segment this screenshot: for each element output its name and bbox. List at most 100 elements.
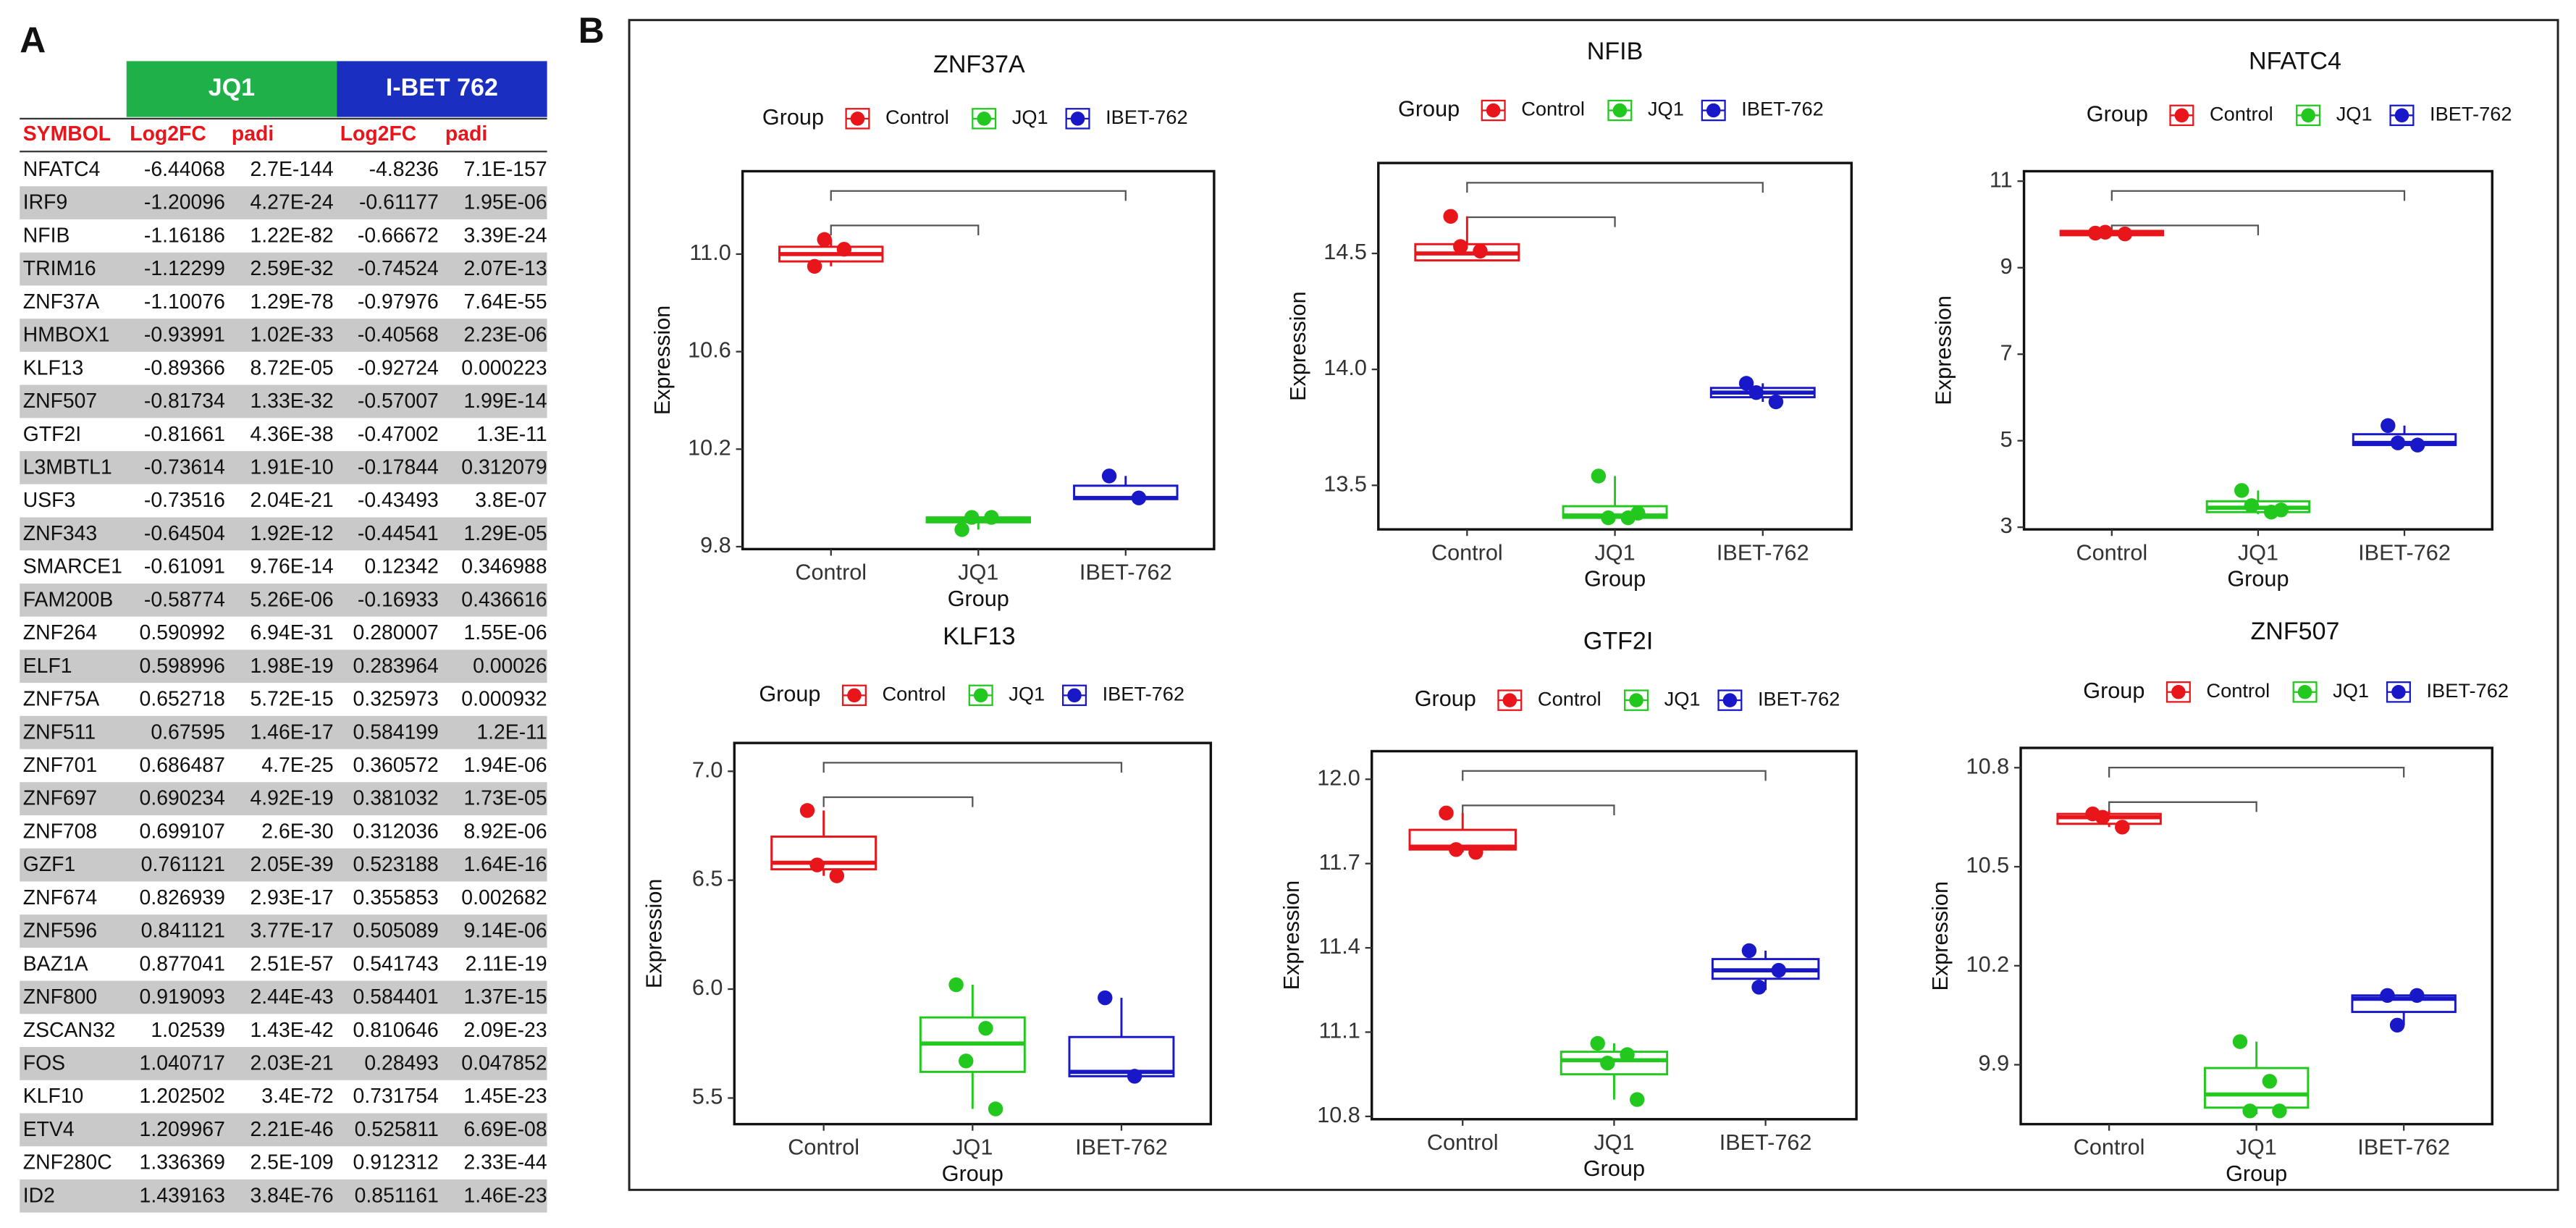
- y-tick-label: 6.0: [692, 975, 723, 1000]
- chart-title: KLF13: [943, 623, 1015, 650]
- bracket: [2110, 190, 2406, 201]
- point: [2389, 1017, 2405, 1033]
- y-tick-label: 11.1: [1318, 1019, 1360, 1043]
- y-tick-label: 10.2: [688, 435, 731, 460]
- y-tick-label: 10.8: [1966, 754, 2010, 778]
- y-tick-label: 11: [1990, 167, 2013, 192]
- legend-key: [1070, 112, 1085, 126]
- legend-label: IBET-762: [2430, 103, 2512, 125]
- legend-key: [977, 112, 991, 126]
- point: [2273, 502, 2289, 518]
- cell: 3.4E-72: [261, 1085, 333, 1108]
- y-tick-label: 10.2: [1966, 952, 2010, 977]
- cell: 1.95E-06: [464, 191, 547, 214]
- y-tick-label: 13.5: [1323, 471, 1367, 496]
- cell: ZNF511: [23, 720, 96, 744]
- y-tick-label: 11.7: [1318, 850, 1360, 875]
- cell: 0.598996: [140, 655, 225, 678]
- cell: 6.94E-31: [251, 621, 334, 644]
- legend-label: IBET-762: [1741, 98, 1823, 120]
- x-tick-label: JQ1: [1594, 1130, 1634, 1155]
- legend-label: JQ1: [1012, 106, 1048, 128]
- cell: ZNF596: [23, 920, 97, 943]
- point: [2409, 988, 2425, 1004]
- column-header: Log2FC: [130, 122, 206, 146]
- x-axis-label: Group: [942, 1161, 1003, 1186]
- y-axis-label: Expression: [1279, 880, 1304, 991]
- cell: IRF9: [23, 191, 67, 214]
- point: [2409, 437, 2425, 453]
- x-tick-label: JQ1: [958, 560, 998, 585]
- cell: GTF2I: [23, 423, 81, 446]
- column-header: padi: [445, 122, 487, 146]
- cell: 1.37E-15: [464, 985, 547, 1009]
- row-shade: [20, 319, 547, 352]
- bracket: [1462, 770, 1767, 781]
- cell: 0.541743: [353, 952, 439, 975]
- point: [2244, 498, 2260, 513]
- cell: USF3: [23, 489, 76, 512]
- point: [1473, 243, 1488, 259]
- legend-label: IBET-762: [1758, 687, 1840, 710]
- point: [1620, 1047, 1635, 1062]
- legend-title: Group: [1398, 97, 1460, 122]
- point: [799, 803, 815, 818]
- cell: 1.3E-11: [476, 423, 547, 446]
- chart-title: ZNF507: [2251, 618, 2340, 645]
- cell: NFATC4: [23, 158, 101, 181]
- legend-key: [973, 688, 988, 703]
- point: [1768, 394, 1784, 410]
- legend-label: Control: [885, 106, 949, 128]
- legend-key: [1722, 693, 1738, 707]
- cell: 1.73E-05: [464, 787, 547, 810]
- point: [1748, 384, 1764, 400]
- row-shade: [20, 1113, 547, 1147]
- legend-key: [2394, 108, 2409, 123]
- cell: 1.64E-16: [464, 853, 547, 876]
- cell: 2.04E-21: [251, 489, 334, 512]
- legend-title: Group: [2087, 101, 2148, 126]
- point: [1601, 510, 1616, 526]
- y-tick-label: 11.0: [689, 240, 731, 265]
- x-tick-label: IBET-762: [1075, 1135, 1168, 1160]
- cell: 0.505089: [353, 920, 439, 943]
- y-axis-label: Expression: [1286, 291, 1310, 401]
- cell: 8.92E-06: [464, 820, 547, 843]
- cell: 0.360572: [353, 754, 439, 777]
- legend-label: Control: [883, 683, 946, 705]
- cell: 0.699107: [140, 820, 225, 843]
- y-tick-label: 9.8: [700, 533, 731, 558]
- point: [836, 242, 852, 257]
- point: [1751, 980, 1767, 995]
- x-axis-label: Group: [2227, 567, 2289, 592]
- x-tick-label: Control: [2076, 540, 2147, 565]
- legend-key: [1067, 688, 1082, 703]
- cell: 0.67595: [151, 720, 225, 744]
- cell: ZNF343: [23, 522, 97, 545]
- cell: 0.381032: [353, 787, 439, 810]
- cell: -0.61177: [359, 191, 439, 214]
- cell: 0.912312: [353, 1151, 439, 1174]
- point: [1101, 468, 1117, 484]
- point: [984, 510, 999, 525]
- cell: ZNF264: [23, 621, 97, 644]
- point: [2242, 1103, 2257, 1119]
- cell: 2.6E-30: [261, 820, 333, 843]
- point: [1630, 505, 1646, 521]
- cell: 0.731754: [353, 1085, 439, 1108]
- cell: 2.33E-44: [464, 1151, 547, 1174]
- x-tick-label: Control: [795, 560, 867, 585]
- group-header: [126, 61, 337, 117]
- cell: 0.283964: [353, 655, 439, 678]
- row-shade: [20, 451, 547, 484]
- cell: 1.29E-78: [251, 290, 334, 314]
- point: [829, 868, 845, 883]
- cell: -0.81734: [144, 390, 225, 413]
- cell: 2.03E-21: [251, 1052, 334, 1075]
- cell: -0.43493: [358, 489, 439, 512]
- cell: 0.690234: [140, 787, 225, 810]
- point: [1443, 209, 1458, 224]
- legend-label: IBET-762: [1103, 683, 1184, 705]
- cell: -0.74524: [358, 257, 439, 280]
- cell: 3.84E-76: [251, 1184, 334, 1207]
